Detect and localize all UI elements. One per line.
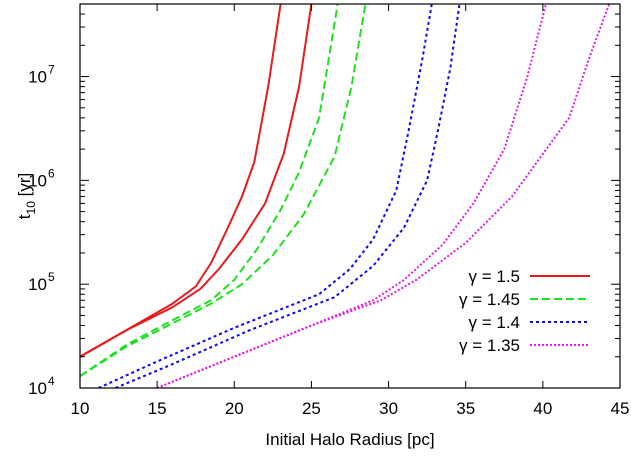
legend-entry-label: γ = 1.4 bbox=[468, 313, 520, 332]
x-tick-label: 45 bbox=[611, 399, 630, 418]
series-layer bbox=[80, 4, 611, 388]
y-tick-label-exponent: 6 bbox=[48, 166, 55, 180]
series-1-curve-0 bbox=[80, 4, 339, 378]
series-3-curve-1 bbox=[156, 4, 611, 388]
series-2-curve-0 bbox=[98, 4, 433, 388]
x-tick-label: 10 bbox=[71, 399, 90, 418]
legend-entry-label: γ = 1.45 bbox=[459, 290, 520, 309]
y-tick-label: 10 bbox=[28, 171, 47, 190]
y-axis-title-unit: [yr] bbox=[15, 173, 34, 201]
x-tick-label: 35 bbox=[456, 399, 475, 418]
y-tick-label-exponent: 4 bbox=[48, 374, 55, 388]
y-tick-label-exponent: 5 bbox=[48, 270, 55, 284]
legend-entry-label: γ = 1.35 bbox=[459, 336, 520, 355]
y-axis-title-main: t bbox=[15, 214, 34, 219]
legend: γ = 1.5 γ = 1.45 γ = 1.4 γ = 1.35 bbox=[459, 267, 590, 355]
y-tick-label: 10 bbox=[28, 275, 47, 294]
y-axis-title-sub: 10 bbox=[24, 201, 38, 215]
y-tick-label: 10 bbox=[28, 68, 47, 87]
legend-entry-label: γ = 1.5 bbox=[468, 267, 520, 286]
y-tick-label: 10 bbox=[28, 379, 47, 398]
x-tick-label: 15 bbox=[148, 399, 167, 418]
x-tick-label: 30 bbox=[379, 399, 398, 418]
series-0-curve-0 bbox=[80, 4, 282, 358]
series-2-curve-1 bbox=[115, 4, 461, 388]
y-tick-label-exponent: 7 bbox=[48, 63, 55, 77]
axis-ticks bbox=[79, 4, 621, 389]
series-1-curve-1 bbox=[80, 4, 367, 378]
x-axis-title: Initial Halo Radius [pc] bbox=[265, 430, 434, 449]
series-0-curve-1 bbox=[80, 4, 313, 358]
y-axis-title: t10 [yr] bbox=[15, 173, 38, 219]
x-tick-label: 40 bbox=[533, 399, 552, 418]
plot-frame bbox=[79, 3, 621, 389]
x-tick-label: 20 bbox=[225, 399, 244, 418]
x-tick-label: 25 bbox=[302, 399, 321, 418]
